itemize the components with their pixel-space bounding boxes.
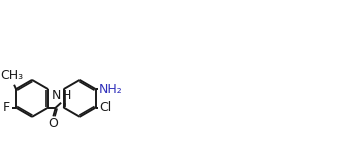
Text: Cl: Cl — [99, 101, 111, 114]
Text: F: F — [3, 101, 10, 114]
Text: H: H — [61, 89, 71, 102]
Text: N: N — [52, 89, 61, 102]
Text: O: O — [49, 117, 58, 130]
Text: CH₃: CH₃ — [1, 69, 24, 82]
Text: NH₂: NH₂ — [99, 83, 123, 96]
